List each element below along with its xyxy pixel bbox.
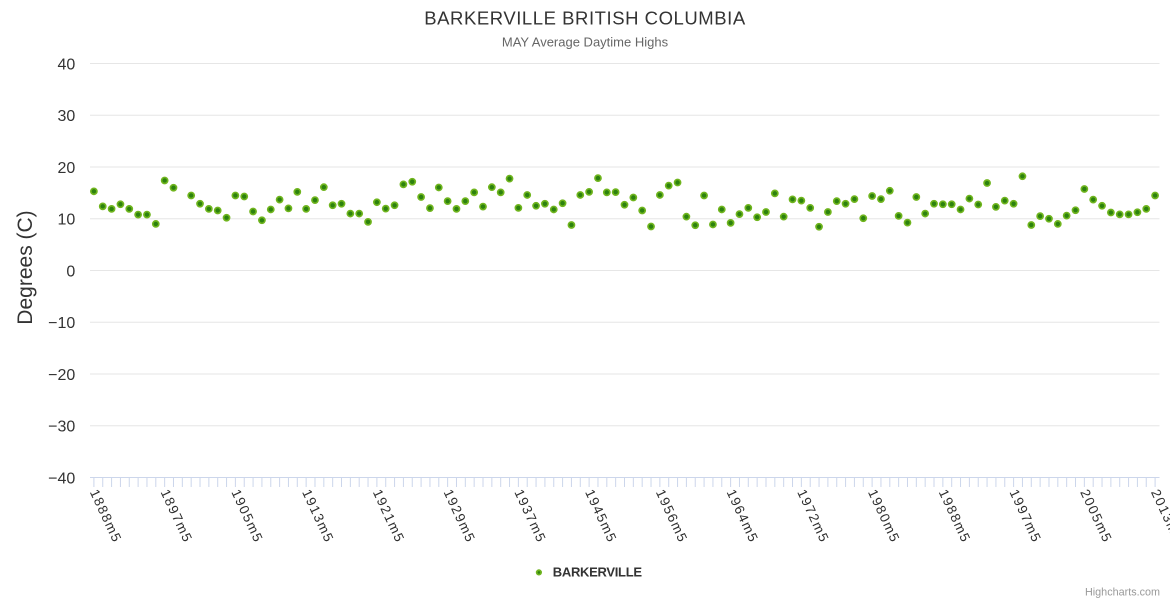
svg-text:0: 0 [66, 263, 75, 280]
svg-text:Highcharts.com: Highcharts.com [1085, 587, 1160, 599]
svg-text:10: 10 [58, 212, 76, 229]
svg-text:−20: −20 [48, 367, 75, 384]
svg-text:30: 30 [58, 108, 76, 125]
svg-text:−40: −40 [48, 470, 75, 487]
svg-text:40: 40 [58, 56, 76, 73]
svg-text:−10: −10 [48, 315, 75, 332]
svg-text:20: 20 [58, 160, 76, 177]
svg-text:MAY Average Daytime Highs: MAY Average Daytime Highs [502, 35, 669, 50]
svg-text:BARKERVILLE BRITISH COLUMBIA: BARKERVILLE BRITISH COLUMBIA [424, 8, 746, 29]
svg-text:−30: −30 [48, 419, 75, 436]
svg-text:BARKERVILLE: BARKERVILLE [553, 565, 643, 580]
svg-text:Degrees (C): Degrees (C) [14, 210, 37, 324]
